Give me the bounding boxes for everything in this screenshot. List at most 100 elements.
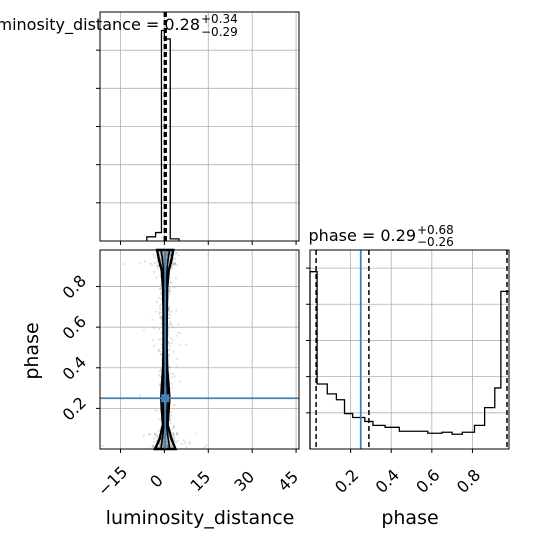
- joint-sample-point: [123, 262, 126, 265]
- hist2-bar-8: [385, 427, 399, 449]
- joint-sample-point: [172, 426, 175, 429]
- joint-sample-point: [176, 251, 179, 254]
- joint-sample-point: [152, 444, 155, 447]
- joint-sample-point: [148, 433, 151, 436]
- hist2-bar-2: [327, 394, 336, 449]
- joint-sample-point: [160, 322, 163, 325]
- joint-sample-point: [153, 433, 156, 436]
- joint-sample-point: [159, 258, 162, 261]
- hist2-bar-5: [353, 417, 365, 449]
- y-axis-label-phase: phase: [21, 322, 43, 379]
- joint-sample-point: [176, 433, 179, 436]
- joint-sample-point: [160, 298, 163, 301]
- joint-sample-point: [167, 342, 170, 345]
- joint-sample-point: [150, 264, 153, 267]
- x-axis-label-luminosity-distance: luminosity_distance: [106, 507, 295, 529]
- joint-sample-point: [170, 443, 173, 446]
- joint-sample-point: [175, 334, 178, 337]
- joint-sample-point: [148, 433, 151, 436]
- joint-sample-point: [168, 419, 171, 422]
- joint-sample-point: [176, 439, 179, 442]
- joint-sample-point: [168, 418, 171, 421]
- hist1-bars: [146, 29, 180, 241]
- joint-sample-point: [152, 270, 155, 273]
- joint-sample-point: [167, 309, 170, 312]
- joint-sample-point: [173, 436, 176, 439]
- hist2-gridlines: [310, 250, 509, 449]
- joint-sample-point: [162, 440, 165, 443]
- joint-sample-point: [170, 342, 173, 345]
- joint-sample-point: [151, 445, 154, 448]
- joint-sample-point: [180, 442, 183, 445]
- joint-sample-point: [159, 350, 162, 353]
- joint-sample-point: [152, 445, 155, 448]
- joint-sample-point: [172, 434, 175, 437]
- hist1-title-main: luminosity_distance = 0.28: [0, 15, 200, 35]
- joint-sample-point: [157, 348, 160, 351]
- joint-sample-point: [167, 307, 170, 310]
- joint-sample-point: [159, 304, 162, 307]
- joint-sample-point: [159, 292, 162, 295]
- joint-x-tick-labels: −15 0 15 30 45: [94, 462, 302, 499]
- joint-sample-point: [178, 343, 181, 346]
- joint-xtick-label-4: 45: [274, 467, 302, 495]
- joint-sample-point: [159, 311, 162, 314]
- joint-sample-point: [162, 251, 165, 254]
- joint-sample-point: [156, 446, 159, 449]
- joint-sample-point: [157, 446, 160, 449]
- joint-sample-point: [159, 315, 162, 318]
- joint-sample-point: [173, 375, 176, 378]
- hist2-bar-14: [474, 425, 484, 449]
- joint-xtick-label-3: 30: [230, 467, 258, 495]
- hist1-gridlines: [100, 12, 299, 241]
- hist2-x-tick-labels: 0.2 0.4 0.6 0.8: [331, 465, 484, 496]
- joint-sample-point: [166, 444, 169, 447]
- joint-sample-point: [149, 262, 152, 265]
- joint-sample-point: [188, 442, 191, 445]
- joint-sample-point: [171, 372, 174, 375]
- joint-sample-point: [155, 301, 158, 304]
- hist2-frame: [309, 249, 510, 450]
- joint-sample-point: [169, 292, 172, 295]
- joint-sample-point: [170, 444, 173, 447]
- joint-sample-point: [168, 306, 171, 309]
- joint-sample-point: [171, 445, 174, 448]
- hist1-tick-marks: [96, 49, 297, 245]
- joint-sample-point: [162, 442, 165, 445]
- joint-sample-point: [172, 426, 175, 429]
- joint-sample-point: [178, 380, 181, 383]
- joint-sample-point: [172, 433, 175, 436]
- joint-sample-point: [168, 366, 171, 369]
- joint-sample-point: [158, 327, 161, 330]
- hist2-quantile-lines: [315, 250, 508, 449]
- joint-sample-point: [172, 437, 175, 440]
- joint-sample-point: [152, 327, 155, 330]
- joint-sample-point: [168, 316, 171, 319]
- joint-sample-point: [162, 439, 165, 442]
- joint-sample-point: [168, 287, 171, 290]
- joint-sample-point: [159, 317, 162, 320]
- hist2-bar-16: [495, 388, 501, 449]
- joint-sample-point: [174, 263, 177, 266]
- joint-sample-point: [162, 253, 165, 256]
- joint-sample-point: [169, 289, 172, 292]
- joint-sample-point: [173, 286, 176, 289]
- hist2-tick-marks: [306, 267, 473, 453]
- joint-sample-point: [152, 253, 155, 256]
- joint-truth-crosshair: [100, 250, 299, 449]
- joint-sample-point: [165, 254, 168, 257]
- joint-sample-point: [155, 276, 158, 279]
- joint-sample-point: [169, 322, 172, 325]
- joint-sample-point: [168, 290, 171, 293]
- joint-sample-point: [167, 341, 170, 344]
- joint-sample-point: [142, 329, 145, 332]
- joint-sample-point: [171, 267, 174, 270]
- joint-sample-point: [185, 343, 188, 346]
- joint-sample-point: [160, 353, 163, 356]
- joint-sample-point: [142, 434, 145, 437]
- hist2-bar-11: [442, 432, 452, 449]
- joint-sample-point: [152, 440, 155, 443]
- joint-sample-point: [173, 257, 176, 260]
- hist2-bar-7: [373, 425, 385, 449]
- joint-sample-point: [157, 374, 160, 377]
